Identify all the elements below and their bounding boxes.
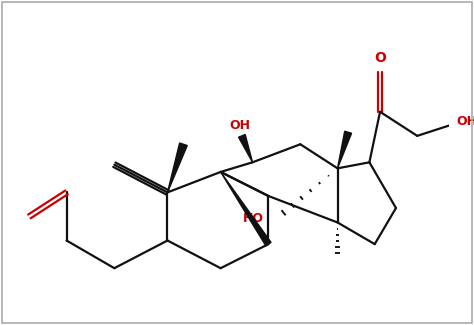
- Polygon shape: [337, 131, 352, 168]
- Text: HO: HO: [243, 212, 264, 225]
- Text: O: O: [374, 51, 386, 65]
- Text: OH: OH: [456, 115, 474, 128]
- Text: OH: OH: [229, 119, 250, 132]
- Polygon shape: [220, 172, 271, 246]
- Polygon shape: [167, 143, 187, 192]
- Polygon shape: [238, 135, 253, 162]
